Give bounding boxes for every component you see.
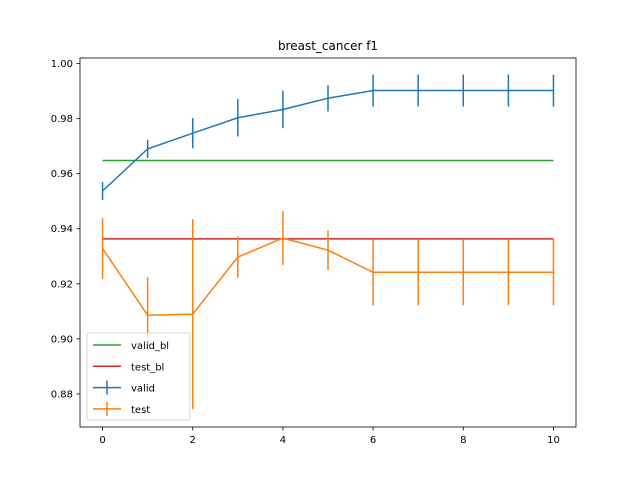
y-tick-label: 0.96	[51, 169, 73, 180]
x-tick-label: 10	[547, 435, 560, 446]
legend-entry-valid_bl: valid_bl	[93, 341, 169, 352]
x-tick-label: 0	[99, 435, 105, 446]
legend-entry-valid: valid	[93, 380, 155, 395]
x-tick-label: 4	[280, 435, 286, 446]
y-tick-label: 0.92	[51, 279, 73, 290]
axes-frame	[79, 57, 577, 428]
legend-label-valid_bl: valid_bl	[131, 341, 169, 352]
chart-title: breast_cancer f1	[278, 39, 378, 53]
y-tick-label: 0.94	[51, 224, 73, 235]
y-tick-label: 1.00	[51, 59, 73, 70]
x-tick-label: 8	[460, 435, 466, 446]
legend-label-test_bl: test_bl	[131, 362, 164, 373]
legend-label-test: test	[131, 405, 150, 416]
legend-box	[86, 332, 191, 421]
legend-entry-test_bl: test_bl	[93, 362, 164, 373]
plot-area	[101, 74, 555, 410]
series-test	[101, 211, 555, 410]
x-tick-label: 2	[190, 435, 196, 446]
y-tick-label: 0.98	[51, 114, 73, 125]
legend-entry-test: test	[93, 401, 150, 416]
axes-border	[79, 57, 577, 428]
y-tick-label: 0.90	[51, 334, 73, 345]
y-tick-label: 0.88	[51, 389, 73, 400]
axis-ticks: 0 2 4 6 8 10 0.88 0.90 0.92 0.94 0.96 0.98 1.00	[51, 59, 560, 446]
series-valid	[101, 74, 555, 201]
legend-label-valid: valid	[131, 384, 155, 395]
x-tick-label: 6	[370, 435, 376, 446]
